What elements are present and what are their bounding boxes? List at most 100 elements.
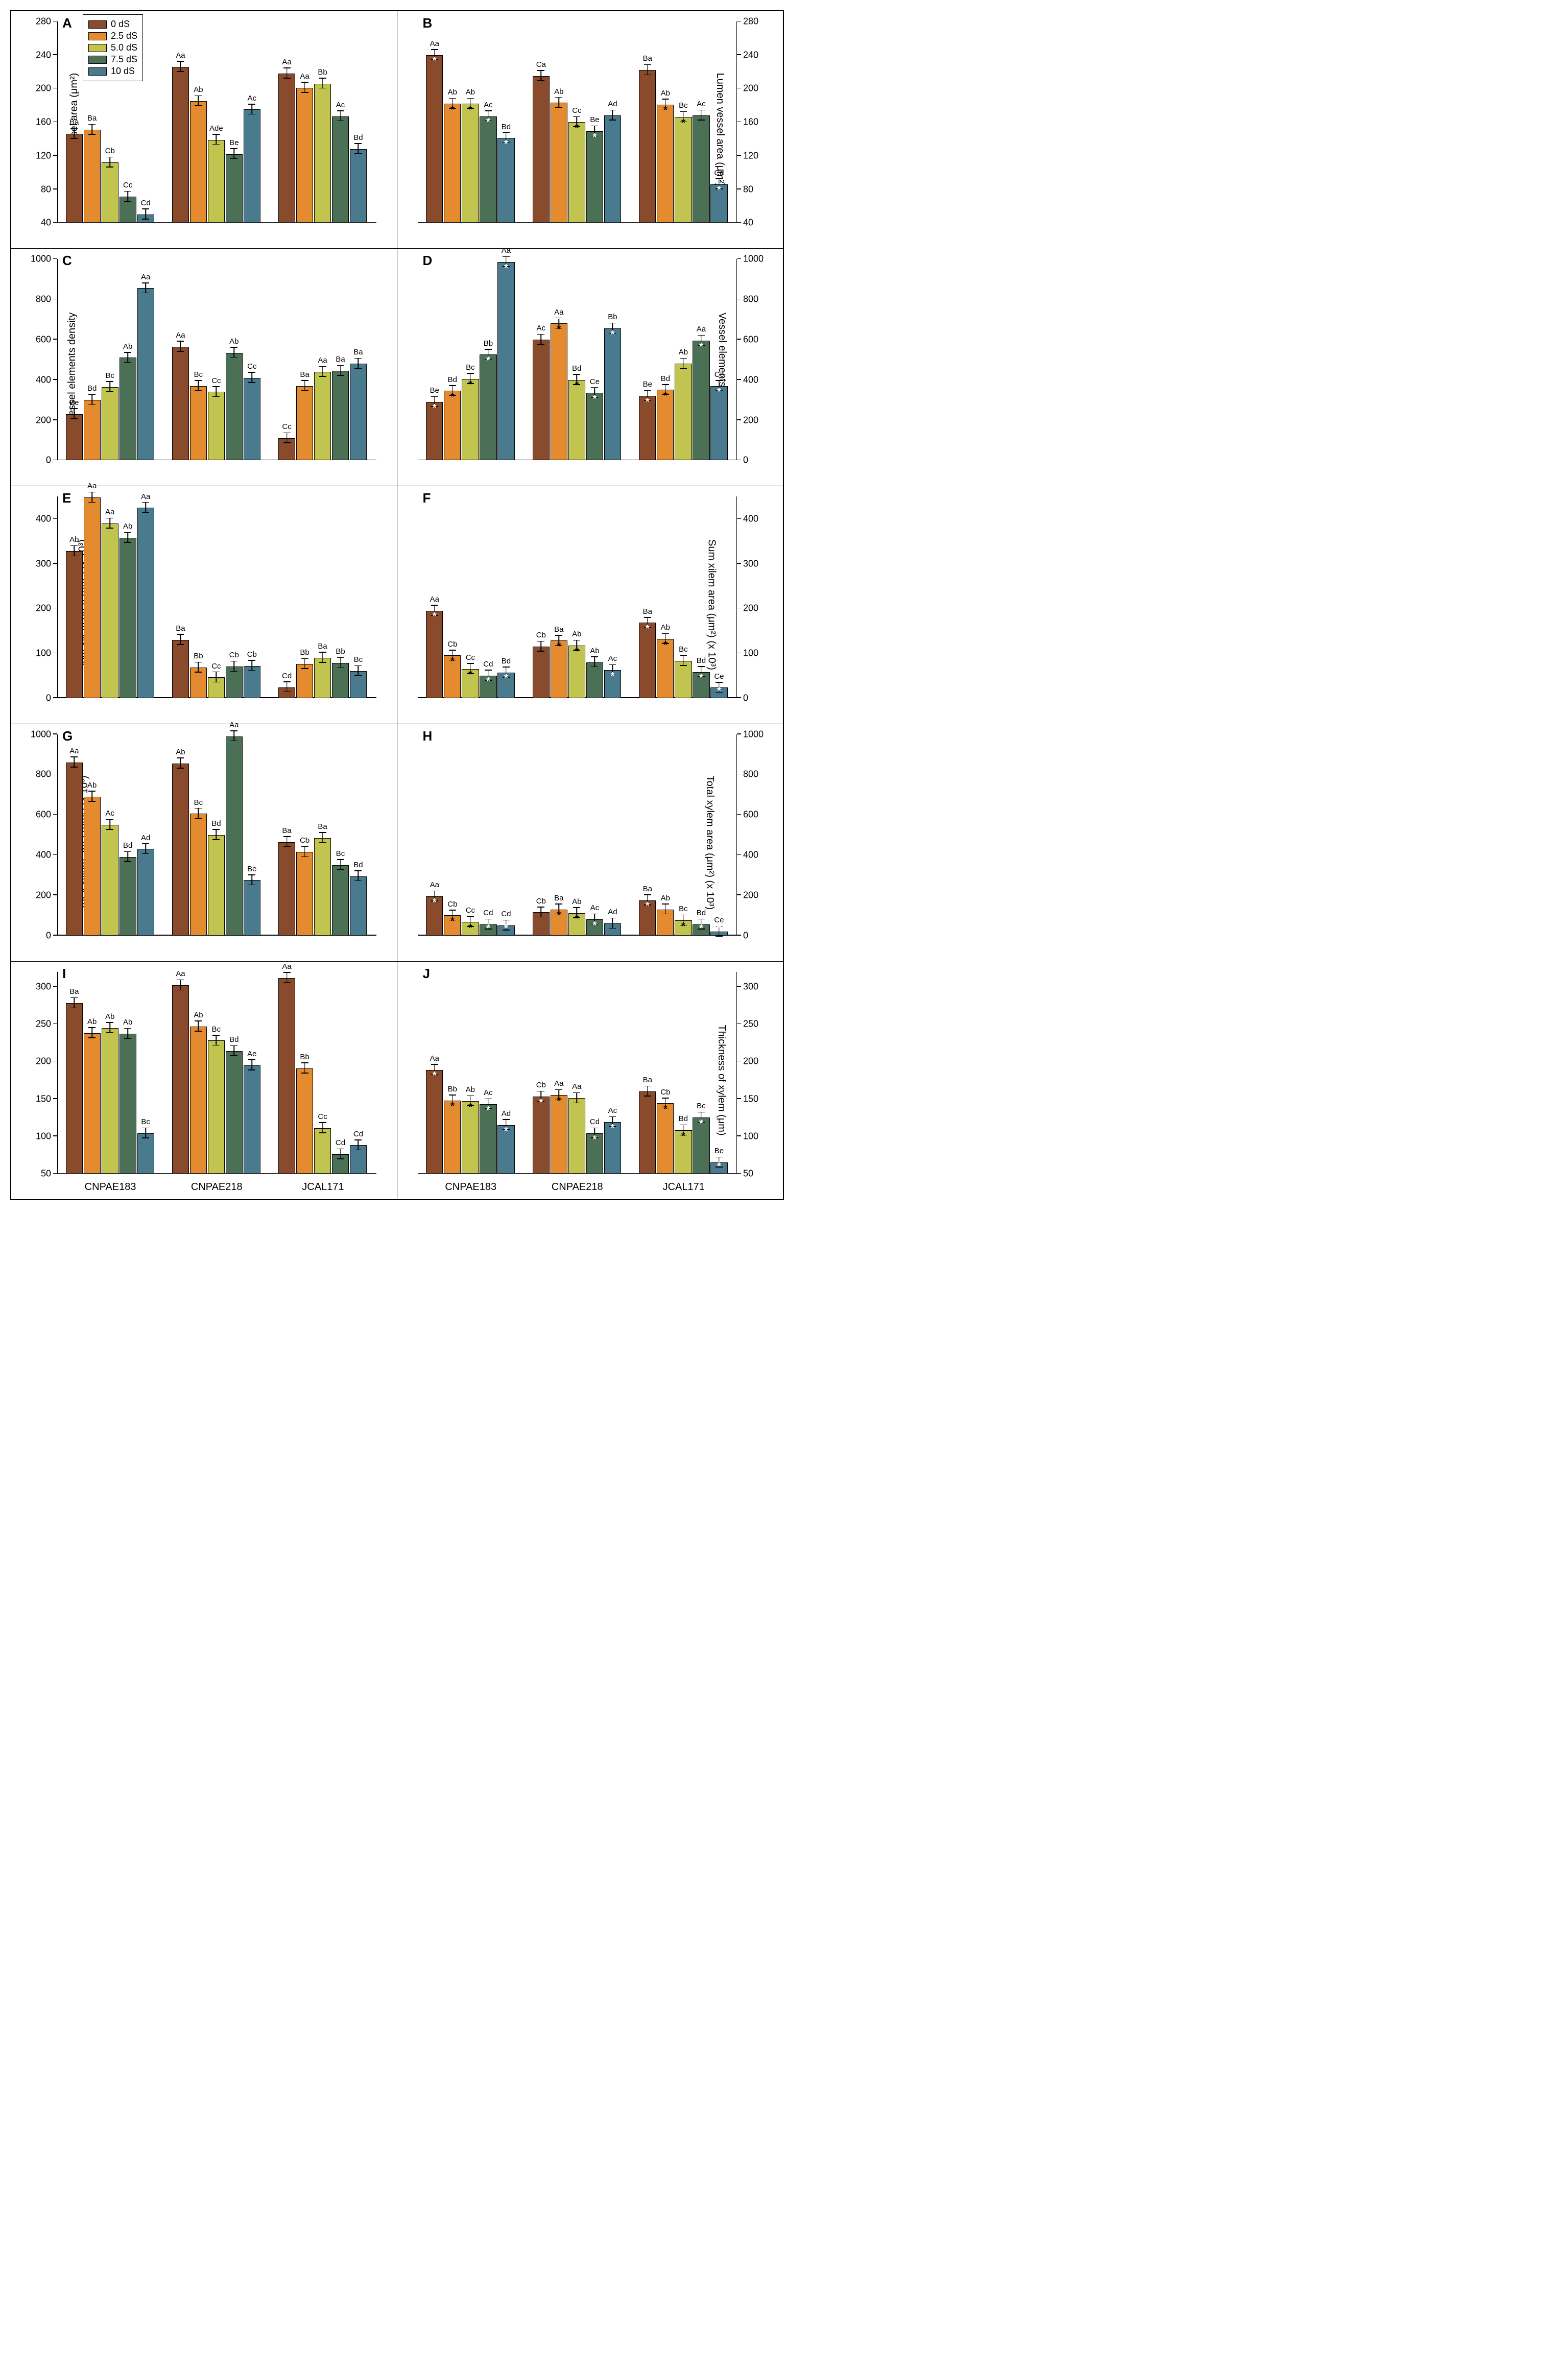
bar-label: Cb <box>300 836 309 845</box>
bar-label: Bc <box>466 363 475 372</box>
significance-star-icon: * <box>504 923 508 935</box>
bar-label: Ce <box>590 377 600 386</box>
bar-label: Ab <box>554 87 563 96</box>
bar-label: Ba <box>643 1076 652 1084</box>
bar-label: Ac <box>590 903 600 912</box>
y-tick-label: 250 <box>36 1019 51 1030</box>
bar <box>172 985 189 1174</box>
bar <box>444 104 461 223</box>
bar <box>296 88 313 223</box>
panel-C: Vessel elements densityC0200400600800100… <box>11 249 397 486</box>
bar-label: Ba <box>643 54 652 63</box>
bar-label: Aa <box>572 1082 581 1091</box>
y-tick-label: 0 <box>46 455 51 466</box>
plot-area: 02004006008001000AaAbAcBdAdAbBcBdAaBeBaC… <box>57 734 376 936</box>
x-category-label: JCAL171 <box>663 1181 705 1193</box>
significance-star-icon: * <box>575 646 579 658</box>
bar <box>314 1128 331 1174</box>
bar <box>137 288 154 460</box>
bar-label: Bb <box>300 648 309 657</box>
y-tick-label: 100 <box>743 1131 758 1141</box>
y-tick-label: 600 <box>743 334 758 345</box>
legend-item: 7.5 dS <box>88 54 137 65</box>
bar <box>66 414 83 461</box>
bar <box>102 1028 118 1174</box>
y-tick-label: 200 <box>743 890 758 900</box>
significance-star-icon: * <box>450 1101 455 1112</box>
bar-label: Ad <box>502 1109 511 1118</box>
bar-label: Ba <box>69 987 79 996</box>
plot-area: 02004006008001000BeBdBcAbAaAaBcCcAbCcCcB… <box>57 259 376 460</box>
bar-label: Aa <box>176 331 185 340</box>
bar <box>278 842 295 936</box>
significance-star-icon: * <box>450 916 455 927</box>
bar-label: Cb <box>536 631 546 639</box>
bar <box>244 378 260 461</box>
bar <box>102 523 118 698</box>
y-tick-label: 600 <box>743 810 758 820</box>
bar <box>190 1027 207 1174</box>
panel-J: Thickness of xylem (μm)J5010015020025030… <box>397 962 783 1199</box>
bar-label: Ca <box>536 60 546 69</box>
bar <box>226 1051 243 1174</box>
bar-label: Aa <box>87 482 97 490</box>
bar-label: Ba <box>554 894 563 902</box>
significance-star-icon: * <box>433 402 437 414</box>
significance-star-icon: * <box>611 1123 615 1134</box>
plot-area: 02004006008001000Aa*Cb*Cc*Cd*Cd*CbBa*Ab*… <box>418 734 737 936</box>
bar-label: Ad <box>141 834 150 842</box>
significance-star-icon: * <box>717 1161 721 1173</box>
y-tick-label: 160 <box>743 117 758 128</box>
bar-label: Cd <box>282 672 292 680</box>
bar <box>462 104 479 223</box>
significance-star-icon: * <box>663 390 668 402</box>
bar <box>480 116 496 223</box>
y-tick-label: 400 <box>743 850 758 861</box>
bar-label: Aa <box>282 58 291 66</box>
x-category-label: CNPAE183 <box>445 1181 496 1193</box>
bar-label: Cd <box>141 199 151 207</box>
bar <box>693 115 709 223</box>
bar-label: Cb <box>447 640 457 649</box>
panel-E: Sum xilem area (μm²) (x 10³)E01002003004… <box>11 486 397 724</box>
bar-label: Bb <box>194 652 203 660</box>
bar <box>314 658 331 698</box>
bar <box>66 1003 83 1174</box>
y-tick-label: 600 <box>36 810 51 820</box>
bar <box>426 55 443 223</box>
bar-label: Bc <box>212 1025 221 1034</box>
bar <box>137 849 154 936</box>
bar-label: Bd <box>448 375 457 384</box>
significance-star-icon: * <box>592 393 597 405</box>
bar <box>66 763 83 936</box>
bar-label: Bb <box>318 68 327 77</box>
significance-star-icon: * <box>717 184 721 196</box>
bar <box>278 74 295 223</box>
y-tick-label: 300 <box>36 558 51 569</box>
bar-label: Cc <box>123 181 132 189</box>
bar-label: Ac <box>537 324 546 332</box>
bar-label: Cd <box>501 910 511 918</box>
legend-swatch-icon <box>88 20 107 29</box>
significance-star-icon: * <box>486 923 490 935</box>
bar <box>137 508 154 698</box>
bar-label: Bc <box>697 1102 706 1110</box>
bar <box>693 341 709 461</box>
legend-item: 2.5 dS <box>88 31 137 41</box>
bar-label: Ab <box>466 88 475 97</box>
bar-label: Bd <box>679 1114 688 1123</box>
bar-label: Aa <box>430 39 439 48</box>
bar <box>551 103 567 223</box>
bar <box>604 328 621 460</box>
bar-label: Cc <box>318 1112 327 1121</box>
bar <box>332 116 349 223</box>
y-tick-label: 0 <box>743 930 748 941</box>
y-tick-label: 80 <box>743 184 753 195</box>
y-tick-label: 300 <box>743 982 758 992</box>
bar-label: Be <box>715 1147 724 1155</box>
bar-label: Cc <box>572 106 581 115</box>
significance-star-icon: * <box>663 639 668 651</box>
significance-star-icon: * <box>557 1096 561 1107</box>
y-tick-label: 0 <box>743 455 748 466</box>
bar-label: Cb <box>105 147 115 155</box>
